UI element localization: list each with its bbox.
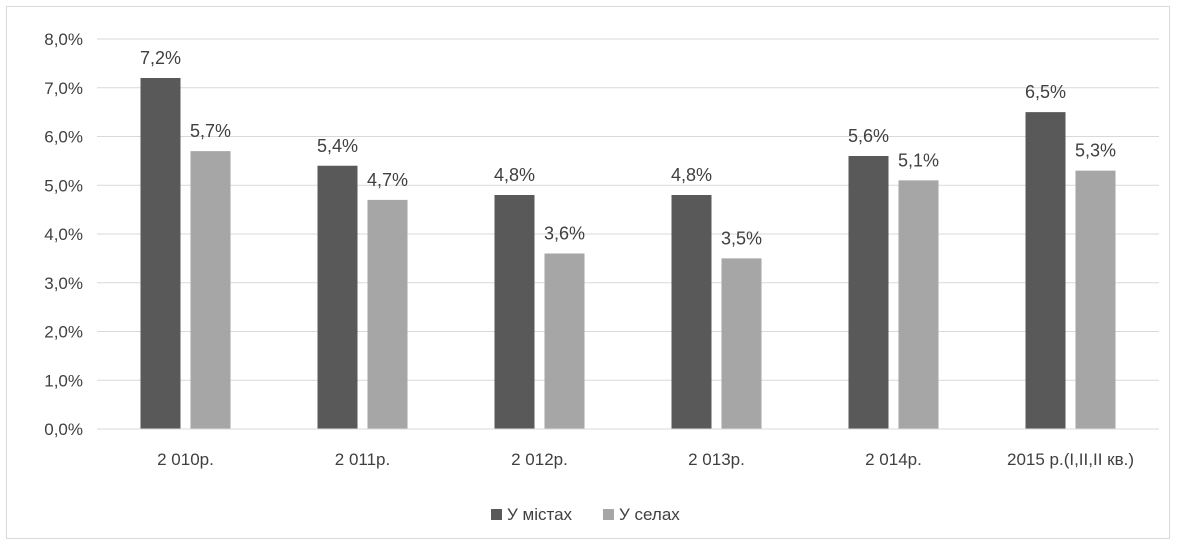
bar-cities — [671, 195, 712, 429]
y-tick-label: 4,0% — [44, 225, 83, 244]
data-label: 7,2% — [140, 48, 181, 68]
bar-cities — [317, 165, 358, 429]
y-tick-label: 8,0% — [44, 30, 83, 49]
bar-villages — [367, 199, 408, 429]
legend-swatch — [491, 509, 502, 520]
bar-cities — [140, 78, 181, 429]
bar-villages — [721, 258, 762, 429]
chart-frame: 0,0% 1,0% 2,0% 3,0% 4,0% 5,0% 6,0% 7,0% 8,0% 7,2… — [6, 6, 1170, 539]
legend-label: У містах — [507, 505, 573, 524]
legend: У містах У селах — [491, 505, 680, 524]
gridlines — [97, 38, 1159, 381]
data-label: 4,7% — [367, 170, 408, 190]
bar-cities — [1025, 112, 1066, 429]
x-tick-label: 2 014р. — [865, 450, 922, 469]
legend-label: У селах — [619, 505, 680, 524]
data-label: 5,7% — [190, 121, 231, 141]
x-tick-label: 2 012р. — [511, 450, 568, 469]
data-label: 6,5% — [1025, 82, 1066, 102]
data-label: 4,8% — [494, 165, 535, 185]
data-label: 4,8% — [671, 165, 712, 185]
y-tick-label: 1,0% — [44, 371, 83, 390]
data-label: 5,1% — [898, 150, 939, 170]
legend-swatch — [603, 509, 614, 520]
data-label: 3,6% — [544, 224, 585, 244]
y-tick-label: 7,0% — [44, 79, 83, 98]
y-axis-ticks: 0,0% 1,0% 2,0% 3,0% 4,0% 5,0% 6,0% 7,0% 8,0% — [44, 30, 83, 439]
x-tick-label: 2 013р. — [688, 450, 745, 469]
y-tick-label: 0,0% — [44, 420, 83, 439]
x-tick-label: 2015 р.(I,II,II кв.) — [1007, 450, 1134, 469]
y-tick-label: 2,0% — [44, 323, 83, 342]
data-label: 5,4% — [317, 136, 358, 156]
y-tick-label: 5,0% — [44, 176, 83, 195]
bar-chart: 0,0% 1,0% 2,0% 3,0% 4,0% 5,0% 6,0% 7,0% 8,0% 7,2… — [44, 30, 1159, 524]
bar-cities — [494, 195, 535, 429]
bars — [140, 78, 1116, 429]
y-tick-label: 6,0% — [44, 128, 83, 147]
data-label: 5,6% — [848, 126, 889, 146]
bar-cities — [848, 156, 889, 429]
bar-villages — [544, 253, 585, 429]
bar-villages — [1075, 170, 1116, 429]
data-labels: 7,2% 5,7% 5,4% 4,7% 4,8% 3,6% 4,8% 3,5% 5,6% 5,1%… — [140, 48, 1116, 248]
data-label: 3,5% — [721, 228, 762, 248]
bar-villages — [190, 151, 231, 429]
x-tick-label: 2 010р. — [157, 450, 214, 469]
x-tick-label: 2 011р. — [335, 450, 390, 469]
bar-villages — [898, 180, 939, 429]
data-label: 5,3% — [1075, 141, 1116, 161]
x-axis-ticks: 2 010р. 2 011р. 2 012р. 2 013р. 2 014р. 2015 … — [157, 450, 1134, 469]
y-tick-label: 3,0% — [44, 274, 83, 293]
